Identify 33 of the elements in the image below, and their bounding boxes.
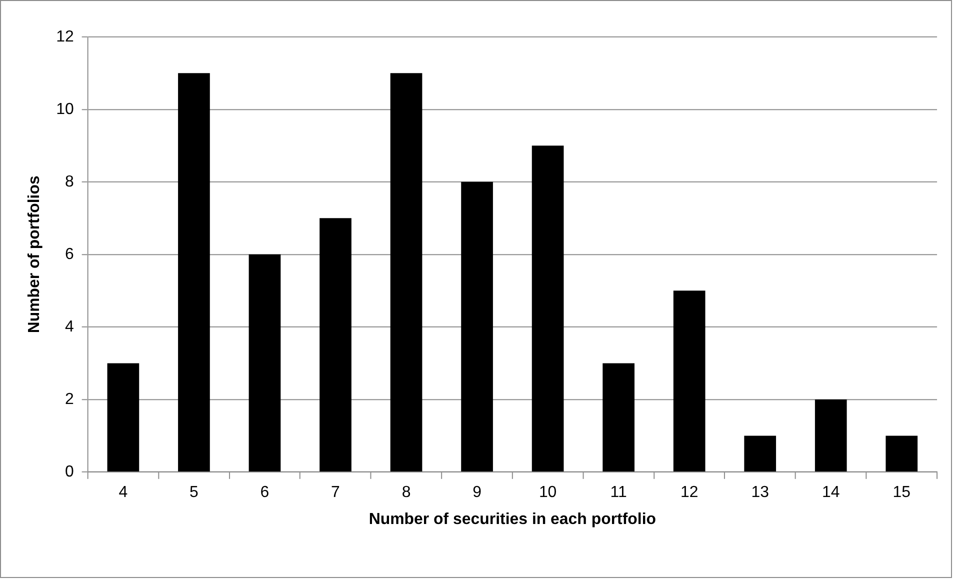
x-tick-label: 6 xyxy=(260,484,270,501)
y-tick-label: 10 xyxy=(56,100,74,118)
bar xyxy=(248,254,281,472)
x-tick-label: 10 xyxy=(538,484,557,501)
x-tick-label: 15 xyxy=(892,484,911,501)
y-tick-label: 12 xyxy=(56,28,74,46)
bar xyxy=(461,182,493,472)
bar xyxy=(602,363,634,472)
x-tick-label: 5 xyxy=(190,484,199,501)
x-tick-label: 13 xyxy=(751,484,770,501)
bar xyxy=(744,436,776,472)
bar xyxy=(178,73,210,472)
x-tick-label: 14 xyxy=(822,484,840,501)
bar xyxy=(390,73,422,472)
x-tick-label: 4 xyxy=(118,484,128,501)
x-tick-label: 11 xyxy=(610,484,627,501)
bar xyxy=(673,290,706,472)
x-tick-label: 7 xyxy=(331,484,340,501)
y-tick-label: 2 xyxy=(64,390,74,408)
bar xyxy=(532,146,564,472)
y-tick-label: 6 xyxy=(64,246,74,263)
bar xyxy=(107,363,140,472)
y-tick-label: 4 xyxy=(64,318,74,336)
x-axis-title: Number of securities in each portfolio xyxy=(368,511,656,528)
x-tick-label: 12 xyxy=(680,484,698,501)
y-tick-label: 8 xyxy=(64,173,74,190)
y-tick-label: 0 xyxy=(64,463,74,480)
x-tick-label: 8 xyxy=(402,484,411,501)
bar xyxy=(886,436,918,472)
x-tick-label: 9 xyxy=(472,484,482,501)
bar xyxy=(320,218,352,472)
bar xyxy=(814,399,847,472)
y-axis-title: Number of portfolios xyxy=(26,176,43,334)
